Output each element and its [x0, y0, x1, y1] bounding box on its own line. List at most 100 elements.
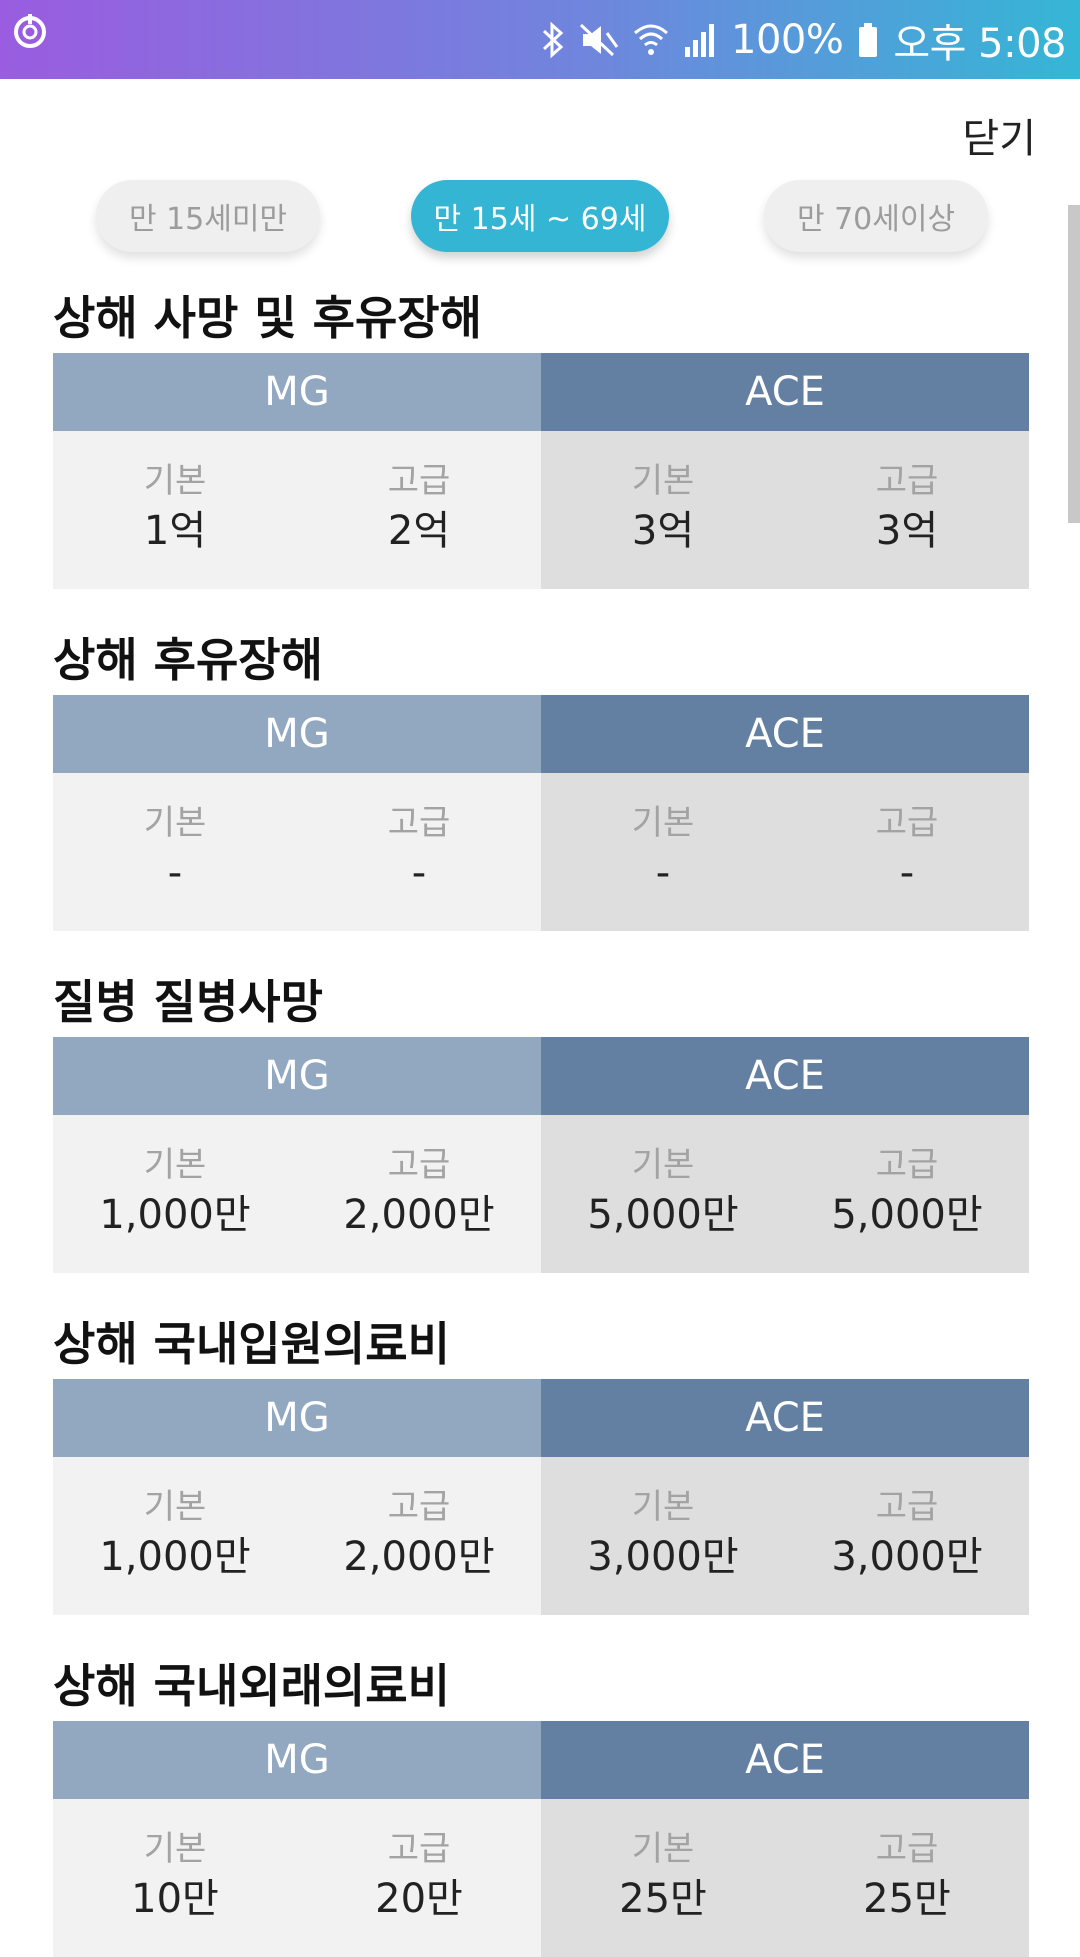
coverage-table: MG ACE 기본 1,000만 고급 2,000만 기본 3,000만 [53, 1379, 1029, 1615]
bluetooth-icon [542, 21, 564, 59]
ace-basic-value: 25만 [619, 1876, 707, 1922]
premium-label: 고급 [875, 1829, 939, 1869]
wifi-icon [634, 24, 668, 55]
ace-basic-value: - [655, 850, 671, 896]
mute-icon [579, 23, 619, 57]
mg-premium-cell: 고급 2,000만 [297, 1115, 541, 1273]
premium-label: 고급 [387, 1487, 451, 1527]
mg-premium-cell: 고급 - [297, 773, 541, 931]
mg-premium-value: 2억 [387, 508, 451, 554]
mg-basic-value: 1,000만 [99, 1534, 251, 1580]
mg-basic-cell: 기본 1,000만 [53, 1457, 297, 1615]
coverage-table: MG ACE 기본 10만 고급 20만 기본 25만 고급 [53, 1721, 1029, 1957]
status-bar: 100% 오후 5:08 [0, 0, 1080, 79]
section-title: 상해 후유장해 [53, 633, 323, 687]
basic-label: 기본 [143, 1487, 207, 1527]
ace-header: ACE [541, 1037, 1029, 1115]
close-button[interactable]: 닫기 [962, 116, 1036, 162]
basic-label: 기본 [143, 1145, 207, 1185]
mg-header: MG [53, 1037, 541, 1115]
ace-header: ACE [541, 695, 1029, 773]
premium-label: 고급 [875, 803, 939, 843]
mg-premium-value: 20만 [375, 1876, 463, 1922]
ace-basic-cell: 기본 - [541, 773, 785, 931]
ace-premium-value: - [899, 850, 915, 896]
ace-premium-value: 5,000만 [831, 1192, 983, 1238]
mg-header: MG [53, 353, 541, 431]
basic-label: 기본 [143, 803, 207, 843]
tab-under-15[interactable]: 만 15세미만 [96, 180, 320, 252]
mg-premium-value: 2,000만 [343, 1192, 495, 1238]
battery-icon [859, 23, 878, 57]
ace-premium-cell: 고급 3억 [785, 431, 1029, 589]
premium-label: 고급 [387, 803, 451, 843]
app-icon [14, 14, 46, 48]
age-tabs: 만 15세미만 만 15세 ~ 69세 만 70세이상 [0, 180, 1080, 256]
coverage-section: 상해 사망 및 후유장해 MG ACE 기본 1억 고급 2억 기본 3억 [53, 283, 1029, 589]
section-title: 상해 국내입원의료비 [53, 1317, 450, 1371]
mg-premium-cell: 고급 20만 [297, 1799, 541, 1957]
ace-basic-cell: 기본 3,000만 [541, 1457, 785, 1615]
basic-label: 기본 [143, 1829, 207, 1869]
coverage-section: 질병 질병사망 MG ACE 기본 1,000만 고급 2,000만 기본 5,… [53, 967, 1029, 1273]
ace-basic-value: 5,000만 [587, 1192, 739, 1238]
basic-label: 기본 [143, 461, 207, 501]
premium-label: 고급 [875, 1145, 939, 1185]
basic-label: 기본 [631, 803, 695, 843]
coverage-section: 상해 후유장해 MG ACE 기본 - 고급 - 기본 - [53, 625, 1029, 931]
premium-label: 고급 [387, 1829, 451, 1869]
section-title: 질병 질병사망 [53, 975, 323, 1029]
ace-premium-cell: 고급 3,000만 [785, 1457, 1029, 1615]
tab-70-plus[interactable]: 만 70세이상 [764, 180, 988, 252]
premium-label: 고급 [387, 1145, 451, 1185]
battery-percent: 100% [731, 17, 844, 63]
premium-label: 고급 [875, 461, 939, 501]
mg-premium-cell: 고급 2,000만 [297, 1457, 541, 1615]
basic-label: 기본 [631, 1145, 695, 1185]
ace-premium-value: 3억 [875, 508, 939, 554]
mg-premium-value: 2,000만 [343, 1534, 495, 1580]
basic-label: 기본 [631, 1487, 695, 1527]
ace-premium-cell: 고급 - [785, 773, 1029, 931]
section-title: 상해 국내외래의료비 [53, 1659, 450, 1713]
ace-header: ACE [541, 1721, 1029, 1799]
ace-premium-cell: 고급 5,000만 [785, 1115, 1029, 1273]
ace-basic-cell: 기본 3억 [541, 431, 785, 589]
mg-basic-cell: 기본 10만 [53, 1799, 297, 1957]
ace-basic-cell: 기본 25만 [541, 1799, 785, 1957]
ace-premium-cell: 고급 25만 [785, 1799, 1029, 1957]
mg-premium-value: - [411, 850, 427, 896]
coverage-section: 상해 국내입원의료비 MG ACE 기본 1,000만 고급 2,000만 기본… [53, 1309, 1029, 1615]
mg-basic-cell: 기본 - [53, 773, 297, 931]
mg-basic-cell: 기본 1억 [53, 431, 297, 589]
coverage-section: 상해 국내외래의료비 MG ACE 기본 10만 고급 20만 기본 25만 [53, 1651, 1029, 1957]
basic-label: 기본 [631, 461, 695, 501]
coverage-table: MG ACE 기본 1억 고급 2억 기본 3억 고급 [53, 353, 1029, 589]
mg-basic-value: 1억 [143, 508, 207, 554]
premium-label: 고급 [875, 1487, 939, 1527]
ace-basic-value: 3,000만 [587, 1534, 739, 1580]
coverage-table: MG ACE 기본 - 고급 - 기본 - 고급 [53, 695, 1029, 931]
mg-header: MG [53, 1379, 541, 1457]
scrollbar[interactable] [1068, 205, 1080, 523]
coverage-table: MG ACE 기본 1,000만 고급 2,000만 기본 5,000만 [53, 1037, 1029, 1273]
basic-label: 기본 [631, 1829, 695, 1869]
ace-basic-cell: 기본 5,000만 [541, 1115, 785, 1273]
tab-15-to-69[interactable]: 만 15세 ~ 69세 [411, 180, 669, 252]
ace-premium-value: 25만 [863, 1876, 951, 1922]
mg-basic-value: - [167, 850, 183, 896]
premium-label: 고급 [387, 461, 451, 501]
ace-header: ACE [541, 1379, 1029, 1457]
ace-basic-value: 3억 [631, 508, 695, 554]
mg-basic-cell: 기본 1,000만 [53, 1115, 297, 1273]
mg-basic-value: 10만 [131, 1876, 219, 1922]
mg-header: MG [53, 1721, 541, 1799]
ace-premium-value: 3,000만 [831, 1534, 983, 1580]
mg-basic-value: 1,000만 [99, 1192, 251, 1238]
signal-icon [685, 24, 714, 57]
mg-header: MG [53, 695, 541, 773]
ace-header: ACE [541, 353, 1029, 431]
clock: 오후 5:08 [893, 21, 1066, 67]
section-title: 상해 사망 및 후유장해 [53, 291, 482, 345]
mg-premium-cell: 고급 2억 [297, 431, 541, 589]
